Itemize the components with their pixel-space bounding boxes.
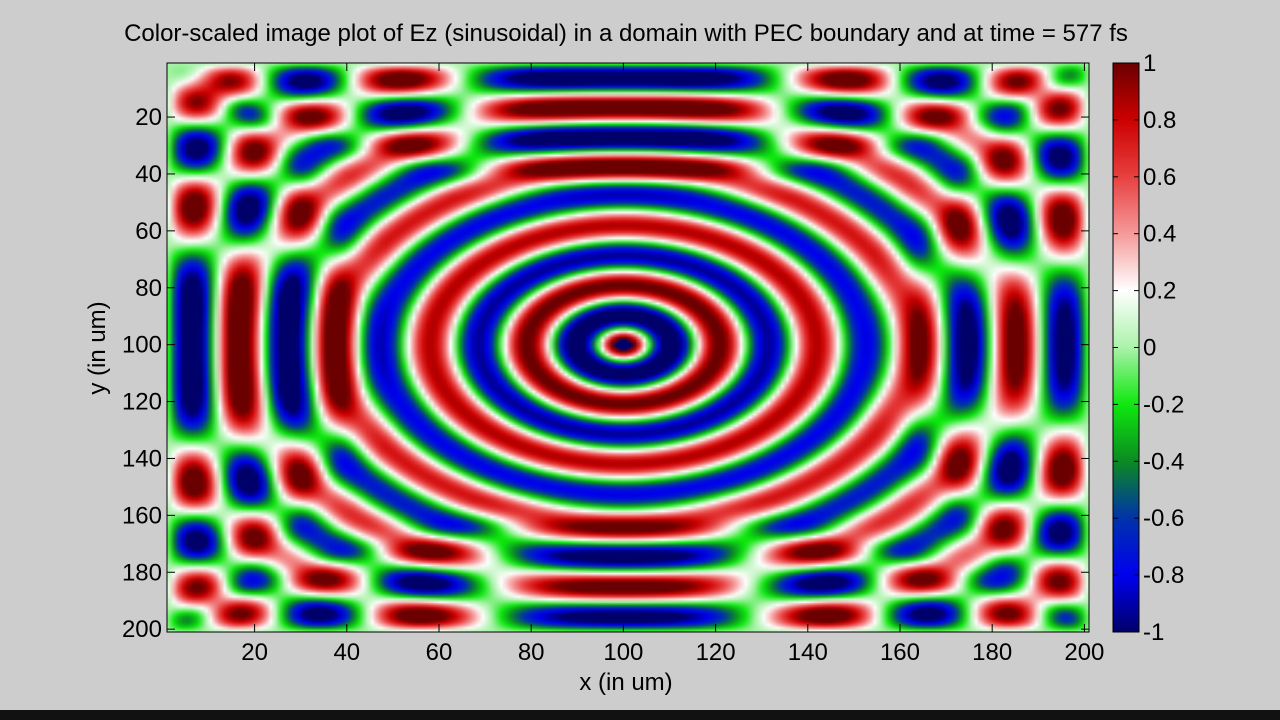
y-tick-label: 140 — [122, 445, 162, 472]
colorbar-tick-label: -0.2 — [1143, 391, 1184, 418]
colorbar-tick-label: 0.2 — [1143, 278, 1176, 305]
heatmap-image — [167, 63, 1089, 632]
axes-layer: 20 40 60 80 100 120 140 160 180 200 20 40 60 80 100 120… — [122, 62, 1104, 666]
y-tick-label: 200 — [122, 616, 162, 643]
y-tick-label: 100 — [122, 332, 162, 359]
colorbar-tick-label: 0.4 — [1143, 221, 1176, 248]
y-tick-label: 40 — [135, 161, 162, 188]
y-tick-label: 160 — [122, 502, 162, 529]
x-tick-label: 60 — [426, 639, 453, 666]
video-bottom-bar — [0, 710, 1280, 720]
x-tick-label: 20 — [241, 639, 268, 666]
colorbar-tick-label: -0.6 — [1143, 505, 1184, 532]
colorbar-tick-label: -1 — [1143, 619, 1164, 646]
y-tick-label: 120 — [122, 389, 162, 416]
colorbar-tick-label: -0.4 — [1143, 448, 1184, 475]
x-tick-label: 120 — [696, 639, 736, 666]
x-tick-label: 80 — [518, 639, 545, 666]
colorbar-tick-label: 0.8 — [1143, 107, 1176, 134]
y-tick-label: 60 — [135, 218, 162, 245]
x-axis-label: x (in um) — [579, 669, 672, 696]
x-tick-label: 40 — [333, 639, 360, 666]
colorbar-tick-label: 0.6 — [1143, 164, 1176, 191]
x-tick-label: 200 — [1064, 639, 1104, 666]
chart-title: Color-scaled image plot of Ez (sinusoida… — [124, 20, 1128, 47]
colorbar-tick-label: 1 — [1143, 50, 1156, 77]
heatmap-layer — [167, 63, 1089, 632]
plot-frame — [166, 62, 1090, 633]
y-tick-label: 20 — [135, 104, 162, 131]
y-tick-label: 180 — [122, 559, 162, 586]
x-tick-label: 100 — [603, 639, 643, 666]
y-axis-label: y (in um) — [84, 301, 111, 394]
colorbar-tick-label: -0.8 — [1143, 562, 1184, 589]
x-tick-label: 140 — [788, 639, 828, 666]
y-tick-label: 80 — [135, 275, 162, 302]
colorbar-layer: 1 0.8 0.6 0.4 0.2 0 -0.2 -0.4 -0.6 -0.8 -1 — [1112, 50, 1184, 646]
x-tick-label: 160 — [880, 639, 920, 666]
colorbar-tick-label: 0 — [1143, 335, 1156, 362]
x-tick-label: 180 — [972, 639, 1012, 666]
